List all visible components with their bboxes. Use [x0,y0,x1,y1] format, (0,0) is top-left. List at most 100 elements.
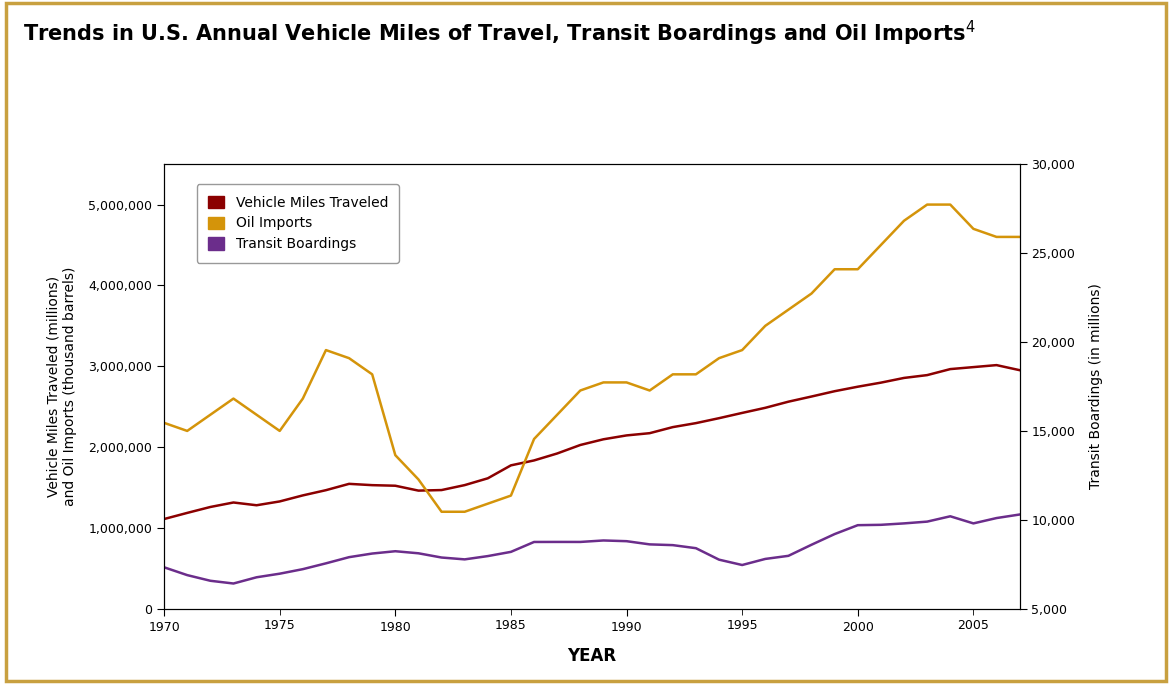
Transit Boardings [366,549,380,557]
Transit Boardings [782,552,796,560]
Vehicle Miles Traveled [758,404,772,412]
Vehicle Miles Traveled [967,363,981,371]
Oil Imports [388,451,402,459]
Transit Boardings [666,541,680,549]
Oil Imports [689,370,703,378]
Vehicle Miles Traveled [157,515,171,523]
Oil Imports [897,217,911,225]
Vehicle Miles Traveled [874,378,888,386]
Oil Imports [457,508,471,516]
Vehicle Miles Traveled [180,509,195,517]
Transit Boardings [411,549,425,557]
Vehicle Miles Traveled [897,374,911,382]
Vehicle Miles Traveled [342,479,356,488]
Transit Boardings [713,555,727,564]
Oil Imports [226,395,240,403]
Oil Imports [851,265,865,274]
Oil Imports [366,370,380,378]
Transit Boardings [250,573,264,581]
Vehicle Miles Traveled [735,409,749,417]
Vehicle Miles Traveled [457,481,471,489]
Oil Imports [481,499,495,508]
Transit Boardings [203,577,217,585]
Oil Imports [713,354,727,363]
Transit Boardings [989,514,1003,522]
Oil Imports [597,378,611,386]
Transit Boardings [573,538,587,546]
Transit Boardings [597,536,611,544]
Oil Imports [295,395,309,403]
Vehicle Miles Traveled [689,419,703,428]
Oil Imports [1013,233,1027,241]
Vehicle Miles Traveled [989,361,1003,369]
Transit Boardings [388,547,402,555]
Oil Imports [527,435,541,443]
Vehicle Miles Traveled [504,461,518,469]
Transit Boardings [180,571,195,579]
Transit Boardings [804,540,818,549]
Transit Boardings [689,544,703,552]
Transit Boardings [342,553,356,562]
Vehicle Miles Traveled [203,503,217,511]
Transit Boardings [157,563,171,571]
Vehicle Miles Traveled [597,435,611,443]
Transit Boardings [943,512,958,521]
Oil Imports [319,346,333,354]
Oil Imports [642,386,656,395]
Vehicle Miles Traveled [782,397,796,406]
Transit Boardings [1013,510,1027,518]
Oil Imports [435,508,449,516]
Oil Imports [504,492,518,500]
Vehicle Miles Traveled [573,441,587,449]
Transit Boardings [295,565,309,573]
X-axis label: YEAR: YEAR [567,648,616,666]
Line: Oil Imports: Oil Imports [164,205,1020,512]
Transit Boardings [435,553,449,562]
Oil Imports [989,233,1003,241]
Vehicle Miles Traveled [1013,366,1027,374]
Vehicle Miles Traveled [827,387,841,395]
Oil Imports [804,289,818,298]
Oil Imports [943,200,958,209]
Transit Boardings [550,538,564,546]
Vehicle Miles Traveled [295,491,309,499]
Oil Imports [250,410,264,419]
Oil Imports [203,410,217,419]
Vehicle Miles Traveled [851,382,865,391]
Oil Imports [666,370,680,378]
Transit Boardings [481,552,495,560]
Text: Trends in U.S. Annual Vehicle Miles of Travel, Transit Boardings and Oil Imports: Trends in U.S. Annual Vehicle Miles of T… [23,18,976,48]
Vehicle Miles Traveled [804,393,818,401]
Transit Boardings [620,537,634,545]
Vehicle Miles Traveled [388,482,402,490]
Vehicle Miles Traveled [319,486,333,495]
Oil Imports [735,346,749,354]
Transit Boardings [527,538,541,546]
Oil Imports [782,306,796,314]
Y-axis label: Vehicle Miles Traveled (millions)
and Oil Imports (thousand barrels): Vehicle Miles Traveled (millions) and Oi… [47,267,77,506]
Line: Transit Boardings: Transit Boardings [164,514,1020,583]
Line: Vehicle Miles Traveled: Vehicle Miles Traveled [164,365,1020,519]
Oil Imports [758,321,772,330]
Transit Boardings [642,540,656,549]
Oil Imports [967,225,981,233]
Y-axis label: Transit Boardings (in millions): Transit Boardings (in millions) [1089,284,1103,489]
Oil Imports [550,410,564,419]
Transit Boardings [967,519,981,527]
Vehicle Miles Traveled [411,486,425,495]
Transit Boardings [273,570,287,578]
Vehicle Miles Traveled [226,499,240,507]
Transit Boardings [457,555,471,564]
Vehicle Miles Traveled [481,474,495,482]
Oil Imports [180,427,195,435]
Oil Imports [342,354,356,363]
Vehicle Miles Traveled [920,371,934,379]
Vehicle Miles Traveled [713,414,727,422]
Oil Imports [157,419,171,427]
Vehicle Miles Traveled [550,449,564,458]
Vehicle Miles Traveled [527,456,541,464]
Transit Boardings [735,561,749,569]
Vehicle Miles Traveled [435,486,449,494]
Oil Imports [874,241,888,249]
Transit Boardings [226,579,240,588]
